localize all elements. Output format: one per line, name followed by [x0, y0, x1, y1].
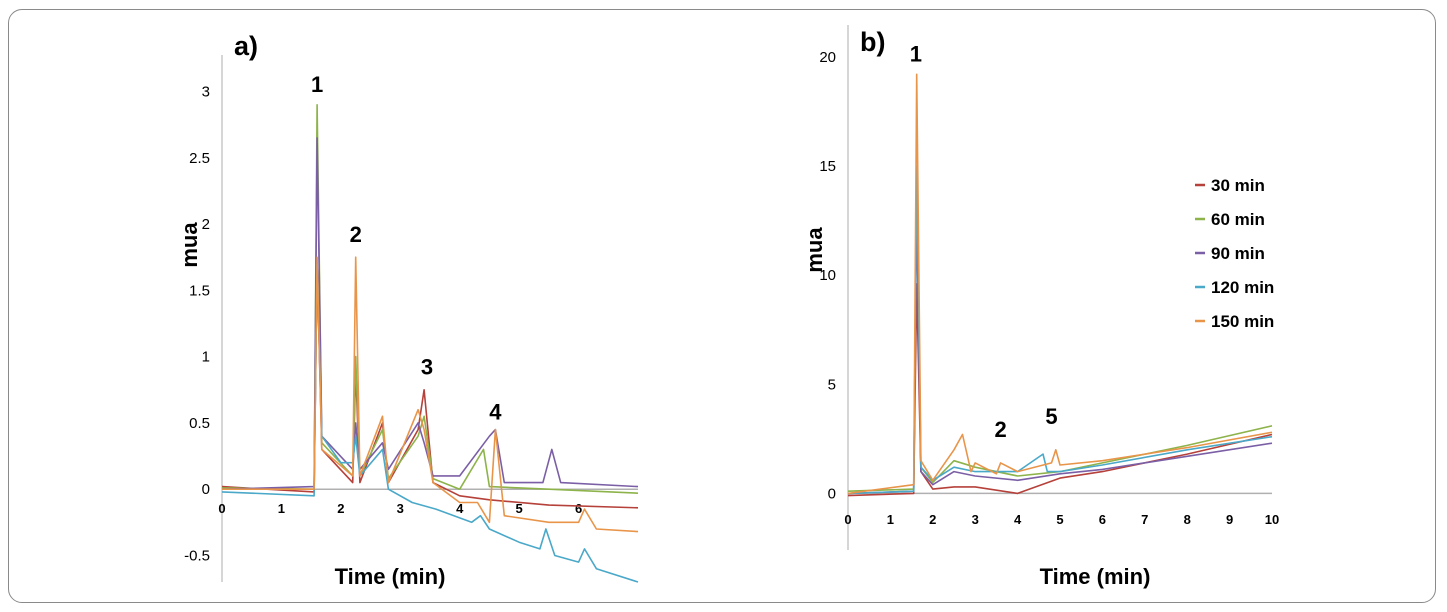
- panel-a-y-tick-label: 3: [202, 84, 210, 101]
- legend-entry: 120 min: [1211, 278, 1274, 297]
- panel-b: b) Time (min) mua: [802, 27, 1150, 589]
- panel-a-y-tick-label: 0: [202, 481, 210, 498]
- panel-a-peak-label: 4: [489, 400, 502, 425]
- panel-b-y-tick-label: 0: [828, 485, 836, 502]
- panel-a-peak-label: 2: [350, 222, 362, 247]
- panel-b-x-tick-label: 10: [1265, 512, 1279, 527]
- panel-b-xlabel: Time (min): [1040, 564, 1151, 589]
- panel-a-series-120-min: [221, 263, 639, 583]
- panel-a-series-90-min: [221, 137, 639, 490]
- panel-a-x-tick-label: 6: [575, 501, 582, 516]
- panel-a-series-60-min: [221, 104, 639, 494]
- panel-a-y-tick-label: 1: [202, 349, 210, 366]
- panel-b-y-tick-label: 10: [819, 267, 836, 284]
- panel-b-x-tick-label: 1: [887, 512, 894, 527]
- panel-b-label: b): [860, 27, 885, 57]
- panel-b-peak-label: 2: [995, 417, 1007, 442]
- panel-a-y-tick-label: 2: [202, 216, 210, 233]
- panel-b-series-90-min: [847, 208, 1273, 495]
- panel-a-x-tick-label: 2: [337, 501, 344, 516]
- panel-b-x-tick-label: 8: [1184, 512, 1191, 527]
- figure-frame: [8, 9, 1436, 603]
- panel-b-x-tick-label: 7: [1141, 512, 1148, 527]
- panel-a-ylabel: mua: [177, 222, 202, 268]
- panel-b-y-tick-label: 15: [819, 158, 836, 175]
- panel-b-x-tick-label: 9: [1226, 512, 1233, 527]
- panel-a-x-tick-label: 0: [218, 501, 225, 516]
- panel-b-ylabel: mua: [802, 227, 827, 273]
- panel-b-y-tick-label: 5: [828, 376, 836, 393]
- panel-a-y-tick-label: 0.5: [189, 415, 210, 432]
- panel-a-series-30-min: [221, 263, 639, 509]
- panel-a-label: a): [234, 31, 258, 61]
- legend-entry: 30 min: [1211, 176, 1265, 195]
- panel-b-x-tick-label: 4: [1014, 512, 1022, 527]
- panel-a-y-tick-label: -0.5: [184, 547, 210, 564]
- panel-b-peak-label: 5: [1045, 404, 1057, 429]
- panel-a-x-tick-label: 4: [456, 501, 464, 516]
- panel-b-y-tick-label: 20: [819, 49, 836, 66]
- panel-a-peak-label: 1: [311, 72, 323, 97]
- panel-a-x-tick-label: 1: [278, 501, 285, 516]
- panel-a-x-tick-label: 5: [516, 501, 523, 516]
- panel-a-series-150-min: [222, 256, 639, 533]
- panel-a-peak-label: 3: [421, 355, 433, 380]
- panel-a: a) Time (min) mua: [177, 31, 445, 589]
- panel-b-x-tick-label: 6: [1099, 512, 1106, 527]
- panel-a-x-tick-label: 3: [397, 501, 404, 516]
- panel-a-y-tick-label: 2.5: [189, 150, 210, 167]
- legend-entry: 60 min: [1211, 210, 1265, 229]
- panel-b-series-150-min: [847, 73, 1273, 495]
- panel-b-x-tick-label: 2: [929, 512, 936, 527]
- panel-a-y-tick-label: 1.5: [189, 282, 210, 299]
- panel-a-xlabel: Time (min): [335, 564, 446, 589]
- panel-b-peak-label: 1: [910, 42, 922, 67]
- panel-b-x-tick-label: 0: [844, 512, 851, 527]
- legend-entry: 90 min: [1211, 244, 1265, 263]
- panel-b-x-tick-label: 5: [1056, 512, 1063, 527]
- legend-entry: 150 min: [1211, 312, 1274, 331]
- panel-b-x-tick-label: 3: [972, 512, 979, 527]
